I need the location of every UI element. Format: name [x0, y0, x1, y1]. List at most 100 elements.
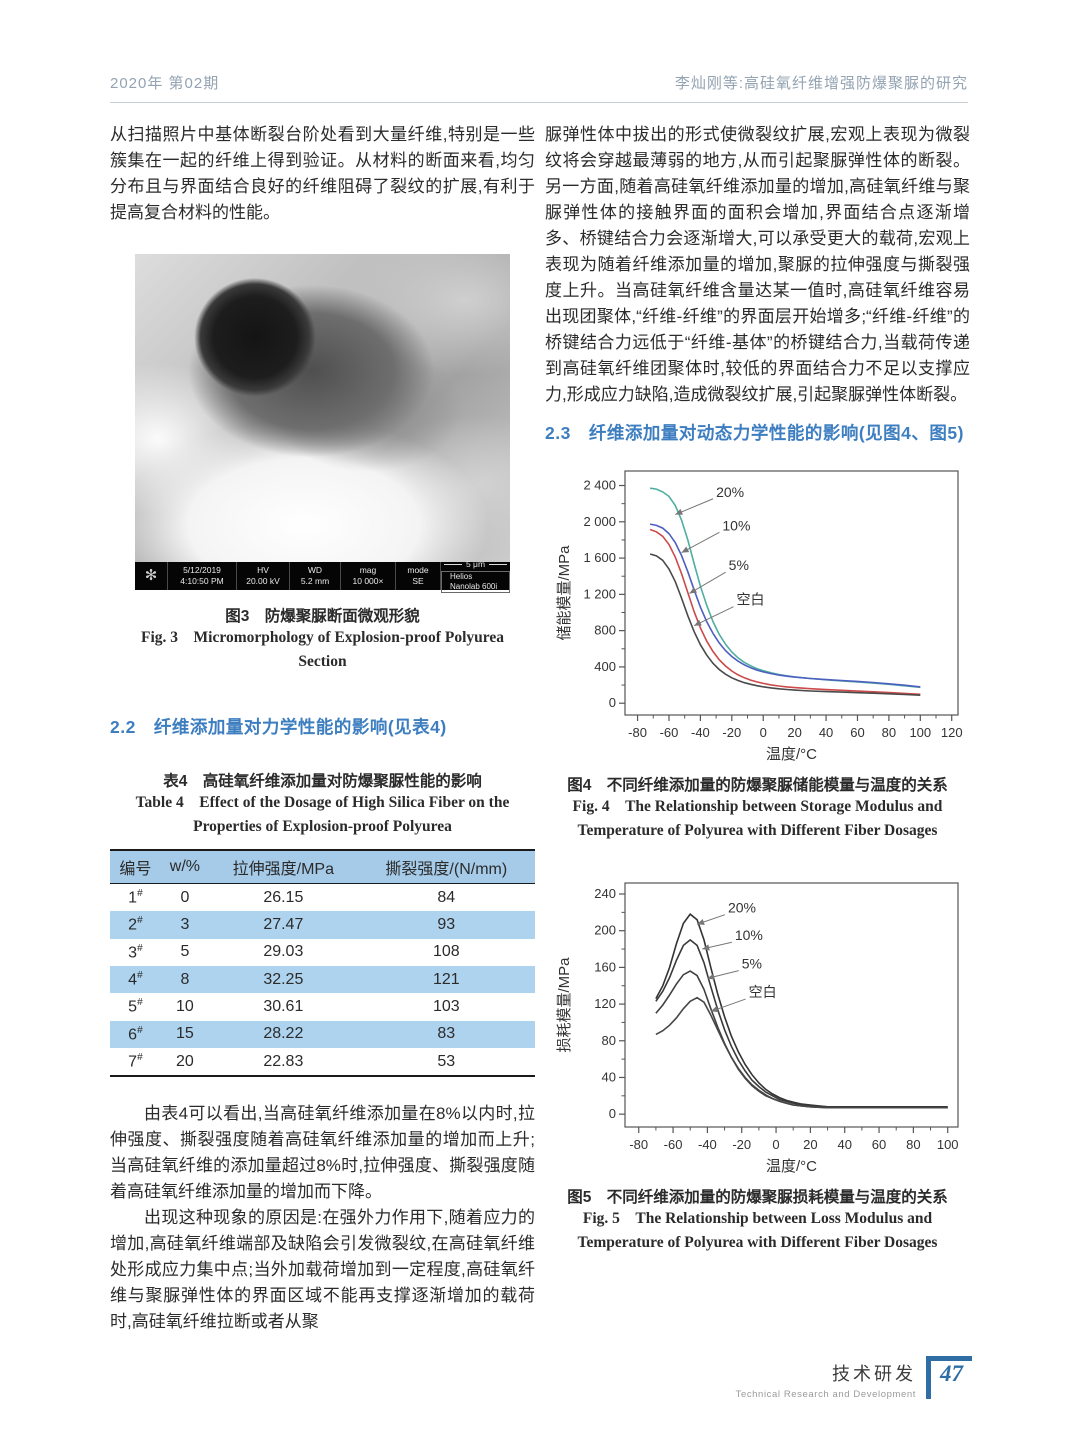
svg-text:-80: -80	[628, 725, 647, 740]
sem-micrograph	[135, 254, 510, 562]
svg-text:100: 100	[937, 1137, 959, 1152]
svg-text:120: 120	[941, 725, 963, 740]
sem-scale-label: 5 μm	[465, 559, 486, 570]
svg-text:10%: 10%	[735, 927, 763, 943]
page-header: 2020年 第02期 李灿刚等:高硅氧纤维增强防爆聚脲的研究	[110, 72, 968, 103]
svg-text:空白: 空白	[749, 984, 777, 1000]
sem-info-bar: ✻ 5/12/2019 4:10:50 PM HV 20.00 kV WD 5.2 mm m…	[135, 559, 510, 593]
svg-text:-80: -80	[629, 1137, 648, 1152]
left-paragraph-2: 由表4可以看出,当高硅氧纤维添加量在8%以内时,拉伸强度、撕裂强度随着高硅氧纤维…	[110, 1104, 535, 1202]
left-paragraph-3: 出现这种现象的原因是:在强外力作用下,随着应力的增加,高硅氧纤维端部及缺陷会引发…	[110, 1208, 535, 1332]
svg-text:-40: -40	[691, 725, 710, 740]
figure3-caption-en: Fig. 3 Micromorphology of Explosion-proo…	[141, 629, 504, 670]
left-column: 从扫描照片中基体断裂台阶处看到大量纤维,特别是一些簇集在一起的纤维上得到验证。从…	[110, 122, 535, 1335]
svg-text:损耗模量/MPa: 损耗模量/MPa	[556, 957, 573, 1053]
table-row: 2# 3 27.47 93	[110, 911, 535, 939]
page-footer: 技术研发 Technical Research and Development …	[736, 1356, 972, 1400]
svg-text:5%: 5%	[729, 557, 749, 573]
svg-text:80: 80	[882, 725, 896, 740]
section-2-3-heading: 2.3 纤维添加量对动态力学性能的影响(见图4、图5)	[545, 423, 964, 443]
table4: 编号 w/% 拉伸强度/MPa 撕裂强度/(N/mm) 1# 0 26.15 84 2#…	[110, 849, 535, 1078]
header-article-title: 李灿刚等:高硅氧纤维增强防爆聚脲的研究	[674, 75, 968, 92]
col-header-id: 编号	[110, 850, 161, 884]
svg-text:40: 40	[819, 725, 833, 740]
fei-logo-icon: ✻	[135, 562, 168, 590]
svg-text:-60: -60	[664, 1137, 683, 1152]
svg-text:-20: -20	[732, 1137, 751, 1152]
svg-text:240: 240	[594, 886, 616, 901]
figure5-caption-en: Fig. 5 The Relationship between Loss Mod…	[577, 1210, 938, 1251]
svg-text:120: 120	[594, 996, 616, 1011]
right-column: 脲弹性体中拔出的形式使微裂纹扩展,宏观上表现为微裂纹将会穿越最薄弱的地方,从而引…	[545, 122, 970, 1335]
sem-scale-bar: 5 μm Helios Nanolab 600i	[441, 559, 510, 593]
figure5-caption-cn: 图5 不同纤维添加量的防爆聚脲损耗模量与温度的关系	[567, 1189, 948, 1206]
section-2-2-heading: 2.2 纤维添加量对力学性能的影响(见表4)	[110, 717, 447, 737]
svg-text:5%: 5%	[742, 956, 762, 972]
sem-meta-cell: mag 10 000×	[341, 562, 396, 590]
svg-text:1 200: 1 200	[583, 586, 616, 601]
svg-text:100: 100	[909, 725, 931, 740]
sem-meta-cell: WD 5.2 mm	[290, 562, 341, 590]
left-paragraph-1: 从扫描照片中基体断裂台阶处看到大量纤维,特别是一些簇集在一起的纤维上得到验证。从…	[110, 125, 535, 222]
storage-modulus-plot: 0 400 800 1 200 1 600 2 000 2 400 -80 -60 -40 -20 0…	[556, 470, 963, 763]
svg-text:温度/°C: 温度/°C	[766, 1158, 817, 1175]
svg-text:40: 40	[837, 1137, 851, 1152]
svg-text:-40: -40	[698, 1137, 717, 1152]
svg-text:60: 60	[872, 1137, 886, 1152]
svg-text:2 400: 2 400	[583, 478, 616, 493]
svg-text:2 000: 2 000	[583, 514, 616, 529]
svg-text:20%: 20%	[716, 484, 744, 500]
col-header-w: w/%	[160, 850, 210, 884]
svg-text:10%: 10%	[722, 517, 750, 533]
sem-meta-cell: mode SE	[396, 562, 441, 590]
sem-instrument-label: Helios Nanolab 600i	[441, 570, 510, 593]
svg-text:-20: -20	[722, 725, 741, 740]
sem-meta-cell: 5/12/2019 4:10:50 PM	[168, 562, 237, 590]
two-column-body: 从扫描照片中基体断裂台阶处看到大量纤维,特别是一些簇集在一起的纤维上得到验证。从…	[110, 122, 970, 1335]
svg-text:0: 0	[772, 1137, 779, 1152]
table-row: 3# 5 29.03 108	[128, 942, 460, 961]
col-header-tear: 撕裂强度/(N/mm)	[357, 850, 535, 884]
svg-text:0: 0	[609, 1106, 616, 1121]
loss-modulus-plot: 0 40 80 120 160 200 240 -80 -60 -40 -20 0 20 40 60 80 10…	[556, 882, 959, 1175]
figure4-caption-en: Fig. 4 The Relationship between Storage …	[572, 798, 943, 839]
svg-text:80: 80	[906, 1137, 920, 1152]
svg-text:80: 80	[602, 1033, 616, 1048]
svg-text:200: 200	[594, 923, 616, 938]
svg-text:40: 40	[602, 1069, 616, 1084]
figure3-sem-image: ✻ 5/12/2019 4:10:50 PM HV 20.00 kV WD 5.2 mm m…	[135, 254, 510, 593]
svg-text:-60: -60	[660, 725, 679, 740]
svg-text:0: 0	[760, 725, 767, 740]
svg-text:20%: 20%	[728, 900, 756, 916]
header-issue: 2020年 第02期	[110, 75, 220, 92]
figure4-caption-cn: 图4 不同纤维添加量的防爆聚脲储能模量与温度的关系	[567, 777, 948, 794]
svg-text:20: 20	[803, 1137, 817, 1152]
table-row: 7# 20 22.83 53	[128, 1051, 456, 1071]
svg-text:60: 60	[850, 725, 864, 740]
table4-caption-cn: 表4 高硅氧纤维添加量对防爆聚脲性能的影响	[163, 773, 482, 790]
svg-text:160: 160	[594, 959, 616, 974]
figure3-caption-cn: 图3 防爆聚脲断面微观形貌	[225, 608, 420, 625]
svg-text:0: 0	[609, 695, 616, 710]
svg-text:储能模量/MPa: 储能模量/MPa	[556, 545, 573, 641]
right-paragraph-1: 脲弹性体中拔出的形式使微裂纹扩展,宏观上表现为微裂纹将会穿越最薄弱的地方,从而引…	[545, 125, 970, 404]
page-number: 47	[926, 1356, 972, 1399]
svg-text:20: 20	[787, 725, 801, 740]
svg-text:800: 800	[594, 623, 616, 638]
col-header-tensile: 拉伸强度/MPa	[209, 850, 358, 884]
figure5-chart: 0 40 80 120 160 200 240 -80 -60 -40 -20 0 20 40 60 80 10…	[545, 871, 970, 1179]
table-row: 6# 15 28.22 83	[110, 1020, 535, 1048]
svg-text:400: 400	[594, 659, 616, 674]
table-row: 4# 8 32.25 121	[110, 965, 535, 994]
table4-caption-en: Table 4 Effect of the Dosage of High Sil…	[135, 794, 510, 835]
sem-meta-cell: HV 20.00 kV	[237, 562, 290, 590]
table4-header-row: 编号 w/% 拉伸强度/MPa 撕裂强度/(N/mm)	[110, 850, 535, 884]
figure4-chart: 0 400 800 1 200 1 600 2 000 2 400 -80 -60 -40 -20 0…	[545, 459, 970, 767]
svg-text:空白: 空白	[737, 592, 765, 608]
svg-text:温度/°C: 温度/°C	[766, 746, 817, 763]
footer-section-title: 技术研发 Technical Research and Development	[735, 1364, 916, 1400]
table-row: 1# 0 26.15 84	[128, 888, 456, 907]
svg-text:1 600: 1 600	[583, 550, 616, 565]
table-row: 5# 10 30.61 103	[128, 997, 460, 1016]
